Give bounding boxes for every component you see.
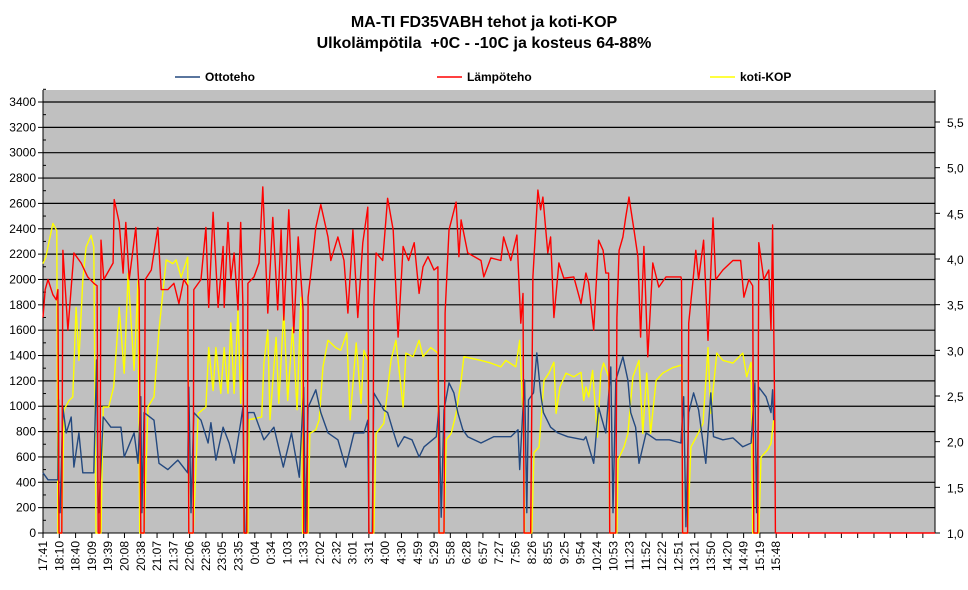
x-axis-tick-label: 8:26 (525, 541, 539, 565)
x-axis-tick-label: 9:25 (557, 541, 571, 565)
x-axis-tick-label: 22:36 (199, 541, 213, 571)
x-axis-tick-label: 0:04 (248, 541, 262, 565)
series-line-l-mp-teho (42, 186, 935, 534)
right-axis-tick-label: 5,5 (947, 116, 964, 130)
left-axis-tick-label: 600 (16, 450, 36, 464)
x-axis-tick-label: 3:01 (346, 541, 360, 565)
right-axis-tick-label: 1,5 (947, 481, 964, 495)
x-axis-tick-label: 7:27 (492, 541, 506, 565)
x-axis-tick-label: 23:05 (215, 541, 229, 571)
x-axis-tick-label: 13:21 (688, 541, 702, 571)
legend-label: Ottoteho (205, 70, 255, 84)
right-axis-tick-label: 4,0 (947, 253, 964, 267)
left-axis-tick-label: 3000 (9, 146, 36, 160)
left-axis-tick-label: 1000 (9, 399, 36, 413)
right-axis-tick-label: 2,5 (947, 390, 964, 404)
x-axis-tick-label: 4:59 (411, 541, 425, 565)
x-axis-tick-label: 4:30 (394, 541, 408, 565)
left-axis-tick-label: 2000 (9, 272, 36, 286)
x-axis-tick-label: 11:52 (639, 541, 653, 570)
left-axis-tick-label: 3400 (9, 95, 36, 109)
x-axis-tick-label: 8:55 (541, 541, 555, 565)
right-axis-tick-label: 2,0 (947, 436, 964, 450)
legend-label: koti-KOP (740, 70, 791, 84)
x-axis-tick-label: 20:08 (117, 541, 131, 571)
x-axis-tick-label: 23:35 (232, 541, 246, 571)
x-axis-tick-label: 12:22 (655, 541, 669, 571)
left-axis-tick-label: 2200 (9, 247, 36, 261)
x-axis-tick-label: 14:49 (737, 541, 751, 571)
x-axis-tick-label: 4:00 (378, 541, 392, 565)
left-axis-tick-label: 1400 (9, 349, 36, 363)
right-axis-tick-label: 3,5 (947, 299, 964, 313)
x-axis-tick-label: 7:56 (509, 541, 523, 565)
x-axis-tick-label: 15:19 (753, 541, 767, 571)
x-axis-tick-label: 9:54 (574, 541, 588, 565)
x-axis-tick-label: 21:07 (150, 541, 164, 571)
legend-item: Lämpöteho (437, 70, 532, 84)
x-axis-tick-label: 13:50 (704, 541, 718, 571)
x-axis-tick-label: 0:34 (264, 541, 278, 565)
x-axis-tick-label: 3:31 (362, 541, 376, 565)
left-axis-tick-label: 2600 (9, 196, 36, 210)
left-axis-tick-label: 1600 (9, 323, 36, 337)
legend-item: Ottoteho (175, 70, 255, 84)
left-axis-tick-label: 3200 (9, 120, 36, 134)
right-axis-tick-label: 4,5 (947, 207, 964, 221)
legend-item: koti-KOP (710, 70, 791, 84)
chart-title: MA-TI FD35VABH tehot ja koti-KOP Ulkoläm… (0, 12, 968, 54)
x-axis-tick-label: 17:41 (36, 541, 50, 571)
right-axis-tick-label: 3,0 (947, 344, 964, 358)
x-axis-tick-label: 19:39 (101, 541, 115, 571)
x-axis-tick-label: 12:51 (671, 541, 685, 571)
title-line-1: MA-TI FD35VABH tehot ja koti-KOP (350, 14, 618, 31)
x-axis-tick-label: 18:10 (52, 541, 66, 571)
legend-label: Lämpöteho (467, 70, 532, 84)
title-line-2: Ulkolämpötila +0C - -10C ja kosteus 64-8… (316, 35, 652, 52)
left-axis-tick-label: 2800 (9, 171, 36, 185)
x-axis-tick-label: 2:32 (329, 541, 343, 565)
x-axis-tick-label: 15:48 (769, 541, 783, 571)
left-axis-tick-label: 2400 (9, 222, 36, 236)
x-axis-tick-label: 5:58 (443, 541, 457, 565)
plot-area (43, 90, 935, 533)
left-axis-tick-label: 200 (16, 501, 36, 515)
x-axis-tick-label: 10:53 (606, 541, 620, 571)
left-axis-tick-label: 1800 (9, 298, 36, 312)
x-axis-tick-label: 21:37 (166, 541, 180, 571)
x-axis-tick-label: 14:20 (720, 541, 734, 571)
x-axis-tick-label: 6:28 (460, 541, 474, 565)
x-axis-tick-label: 19:09 (85, 541, 99, 571)
x-axis-tick-label: 1:33 (297, 541, 311, 565)
x-axis-tick-label: 11:23 (623, 541, 637, 570)
series-line-ottoteho (42, 352, 775, 534)
x-axis-tick-label: 10:24 (590, 541, 604, 571)
left-axis-tick-label: 0 (29, 526, 36, 540)
x-axis-tick-label: 1:03 (280, 541, 294, 565)
left-axis-tick-label: 800 (16, 425, 36, 439)
left-axis-tick-label: 400 (16, 475, 36, 489)
x-axis-tick-label: 6:57 (476, 541, 490, 565)
right-axis-tick-label: 1,0 (947, 527, 964, 541)
x-axis-tick-label: 2:02 (313, 541, 327, 565)
x-axis-tick-label: 20:38 (134, 541, 148, 571)
right-axis-tick-label: 5,0 (947, 162, 964, 176)
left-axis-tick-label: 1200 (9, 374, 36, 388)
x-axis-tick-label: 22:06 (183, 541, 197, 571)
x-axis-tick-label: 18:40 (69, 541, 83, 571)
x-axis-tick-label: 5:29 (427, 541, 441, 565)
